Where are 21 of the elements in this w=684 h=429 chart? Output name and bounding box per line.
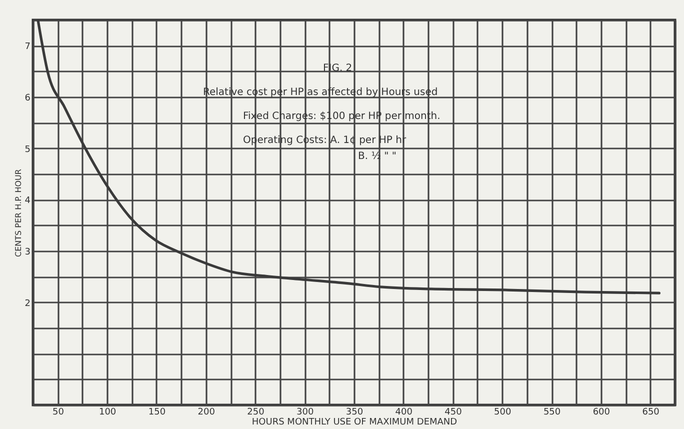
x-tick-label: 400 [395, 408, 413, 418]
x-tick-label: 550 [543, 408, 561, 418]
x-tick-label: 650 [642, 408, 660, 418]
y-tick-label: 7 [24, 42, 30, 52]
x-tick-label: 100 [98, 408, 116, 418]
y-axis-title: CENTS PER H.P. HOUR [14, 168, 23, 257]
x-tick-label: 250 [247, 408, 265, 418]
x-tick-label: 350 [346, 408, 364, 418]
x-tick-label: 500 [494, 408, 512, 418]
y-tick-label: 3 [24, 248, 30, 258]
x-tick-label: 300 [296, 408, 314, 418]
y-tick-label: 2 [24, 298, 30, 309]
y-tick-label: 5 [24, 144, 30, 155]
y-tick-label: 6 [24, 94, 31, 104]
x-tick-label: 600 [592, 408, 610, 418]
x-tick-label: 50 [52, 408, 64, 418]
x-axis-title: HOURS MONTHLY USE OF MAXIMUM DEMAND [252, 418, 458, 428]
y-tick-label: 4 [24, 196, 31, 206]
x-tick-label: 450 [444, 408, 462, 418]
x-tick-label: 150 [148, 408, 166, 418]
x-tick-label: 200 [198, 408, 216, 418]
